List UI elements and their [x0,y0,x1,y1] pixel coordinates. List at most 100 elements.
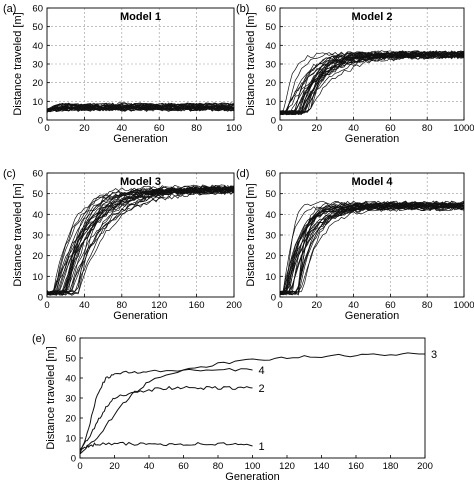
y-tick-label: 30 [265,60,276,71]
y-tick-label: 10 [32,97,43,108]
panel-title: Model 4 [352,176,394,188]
y-axis-label: Distance traveled [m] [12,183,24,286]
run-line [279,200,465,295]
run-line [279,202,465,295]
x-tick-label: 120 [279,461,295,472]
run-line [279,203,465,295]
y-tick-label: 20 [65,414,76,425]
run-line [279,202,465,295]
x-tick-label: 40 [348,123,359,134]
y-tick-label: 20 [265,78,276,89]
x-tick-label: 100 [226,123,242,134]
x-axis-label: Generation [113,310,167,322]
y-tick-label: 50 [32,22,43,33]
run-line [279,203,465,294]
run-line [279,200,465,295]
x-tick-label: 20 [312,123,323,134]
x-tick-label: 1000 [453,123,474,134]
series-line-1 [79,441,253,451]
run-line [46,187,235,296]
y-axis-label: Distance traveled [m] [12,12,24,115]
run-line [279,50,465,115]
run-line [46,187,235,296]
x-tick-label: 20 [79,123,90,134]
y-axis-label: Distance traveled [m] [245,12,257,115]
run-line [279,202,465,294]
y-axis-label: Distance traveled [m] [245,183,257,286]
y-tick-label: 40 [32,41,43,52]
run-line [46,103,235,113]
run-line [46,107,235,113]
x-tick-label: 40 [79,300,90,311]
plot-frame [279,172,465,298]
y-axis-label: Distance traveled [m] [45,346,57,449]
run-line [279,204,465,295]
y-tick-label: 20 [32,251,43,262]
run-line [279,202,465,295]
panel-title: Model 3 [120,176,161,188]
y-tick-label: 0 [271,116,276,127]
x-tick-label: 60 [385,123,396,134]
y-tick-label: 10 [65,434,76,445]
x-tick-label: 60 [154,123,165,134]
run-line [46,188,235,296]
x-tick-label: 120 [151,300,167,311]
x-axis-label: Generation [345,133,399,145]
y-tick-label: 40 [65,374,76,385]
y-tick-label: 60 [32,169,43,180]
x-tick-label: 60 [385,300,396,311]
y-tick-label: 10 [32,272,43,283]
x-tick-label: 0 [77,461,82,472]
plot-frame [279,7,465,121]
series-line-2 [79,385,253,451]
x-tick-label: 0 [44,123,49,134]
y-tick-label: 20 [32,78,43,89]
plot-frame [46,7,235,121]
x-tick-label: 80 [191,123,202,134]
y-tick-label: 50 [265,22,276,33]
run-line [279,53,465,116]
panel-title: Model 1 [120,11,161,23]
series-label-3: 3 [431,349,437,361]
run-line [279,203,465,293]
y-tick-label: 0 [38,116,43,127]
run-line [279,206,465,294]
run-line [279,200,465,295]
x-tick-label: 100 [245,461,261,472]
run-line [279,203,465,295]
series-label-1: 1 [259,441,265,453]
x-tick-label: 200 [226,300,242,311]
y-tick-label: 0 [271,293,276,304]
run-line [279,205,465,296]
run-line [279,203,465,296]
y-tick-label: 30 [32,231,43,242]
run-line [46,184,235,295]
x-tick-label: 40 [348,300,359,311]
x-tick-label: 80 [422,300,433,311]
run-line [46,106,235,111]
run-line [279,206,465,294]
y-tick-label: 60 [32,4,43,15]
y-tick-label: 50 [32,189,43,200]
run-line [46,189,235,295]
run-line [279,51,465,115]
series-line-3 [79,352,425,455]
x-tick-label: 40 [144,461,155,472]
run-line [46,187,235,296]
run-line [279,52,465,115]
run-line [279,205,465,295]
x-tick-label: 200 [417,461,433,472]
run-line [279,202,465,294]
run-line [46,185,235,296]
y-tick-label: 0 [38,293,43,304]
run-line [279,201,465,295]
run-line [279,51,465,116]
run-line [46,103,235,112]
y-tick-label: 10 [265,272,276,283]
run-line [279,201,465,295]
y-tick-label: 60 [265,4,276,15]
x-tick-label: 80 [422,123,433,134]
x-tick-label: 60 [178,461,189,472]
series-line-4 [79,367,253,455]
x-tick-label: 180 [383,461,399,472]
